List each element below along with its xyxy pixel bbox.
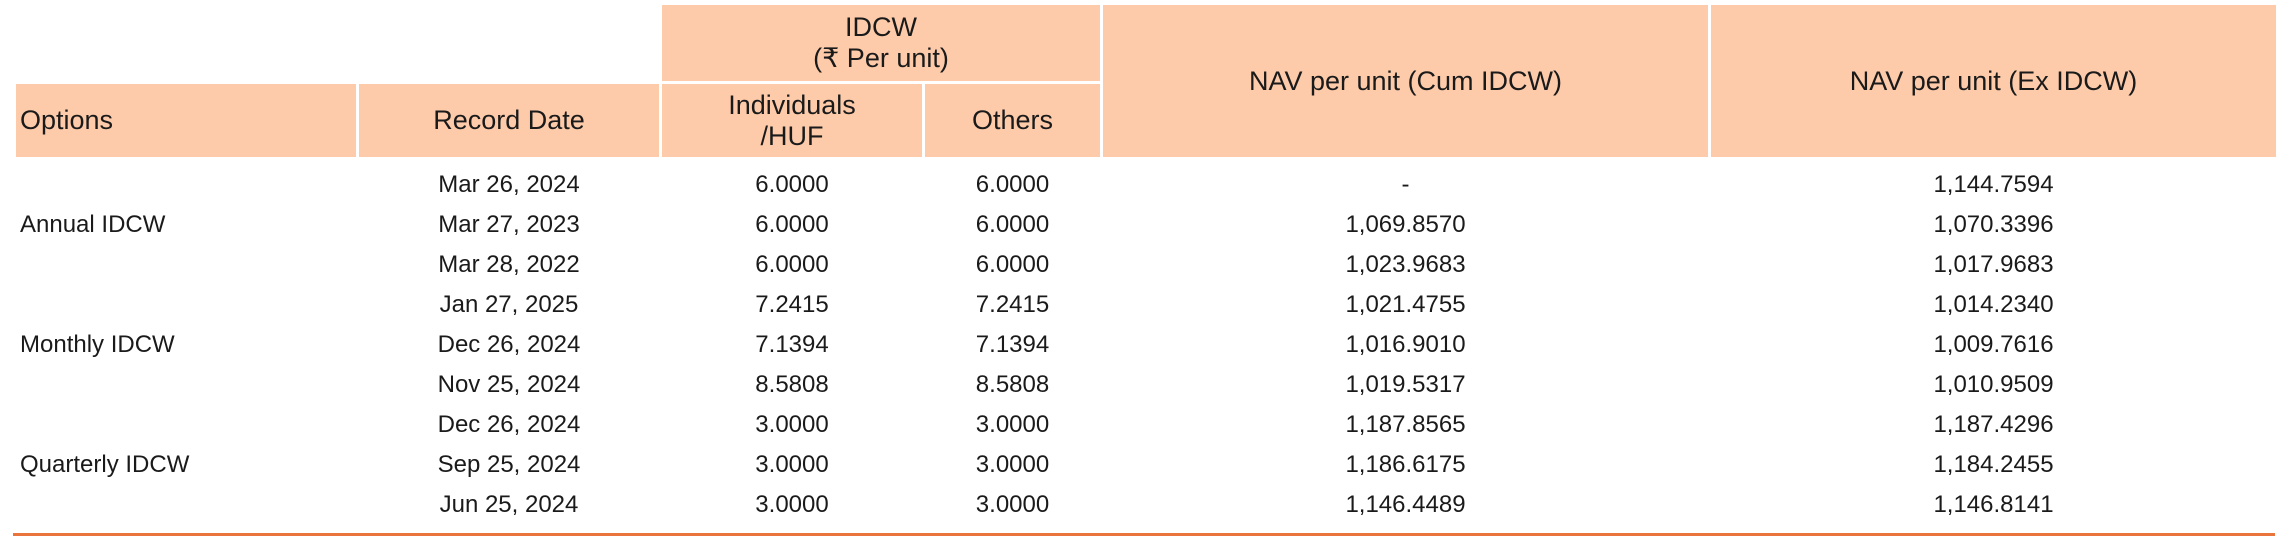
header-individuals-line2: /HUF xyxy=(760,120,824,151)
nav-cum-cell: 1,187.8565 xyxy=(1345,410,1466,438)
nav-ex-cell: 1,184.2455 xyxy=(1933,450,2054,478)
individuals-huf-cell: 7.2415 xyxy=(755,290,829,318)
nav-ex-cell: 1,014.2340 xyxy=(1933,290,2054,318)
table-row: Dec 26, 2024 7.1394 7.1394 1,016.9010 1,009.… xyxy=(16,326,2276,363)
record-date-cell: Mar 28, 2022 xyxy=(438,250,580,278)
individuals-huf-cell: 8.5808 xyxy=(755,370,829,398)
header-blank-record-date xyxy=(359,5,659,81)
table-row: Annual IDCW Mar 26, 2024 6.0000 6.0000 - 1,14… xyxy=(16,160,2276,238)
header-options: Options xyxy=(16,84,356,157)
nav-ex-cell: 1,070.3396 xyxy=(1933,210,2054,238)
nav-cum-cell: 1,016.9010 xyxy=(1345,330,1466,358)
table-row: Sep 25, 2024 3.0000 3.0000 1,186.6175 1,184.… xyxy=(16,446,2276,483)
table-header: IDCW (₹ Per unit) NAV per unit (Cum IDCW… xyxy=(16,5,2276,157)
nav-cum-cell: - xyxy=(1401,170,1410,198)
individuals-huf-cell: 6.0000 xyxy=(755,170,829,198)
header-nav-cum: NAV per unit (Cum IDCW) xyxy=(1103,5,1708,157)
record-date-cell: Nov 25, 2024 xyxy=(437,370,581,398)
nav-ex-cell: 1,146.8141 xyxy=(1933,490,2054,518)
individuals-huf-cell: 3.0000 xyxy=(755,450,829,478)
header-idcw-title: IDCW xyxy=(845,12,917,42)
table-bottom-rule xyxy=(13,533,2275,536)
others-cell: 7.2415 xyxy=(975,290,1050,318)
record-date-cell: Mar 27, 2023 xyxy=(438,210,580,238)
table-row: Quarterly IDCW Dec 26, 2024 3.0000 3.0000 1,… xyxy=(16,406,2276,478)
nav-cum-cell: 1,186.6175 xyxy=(1345,450,1466,478)
others-cell: 6.0000 xyxy=(975,250,1050,278)
individuals-huf-cell: 7.1394 xyxy=(755,330,829,358)
header-row-bottom: Options Record Date Individuals /HUF Oth… xyxy=(16,84,2276,157)
individuals-huf-cell: 3.0000 xyxy=(755,490,829,518)
option-cell: Monthly IDCW xyxy=(20,330,175,358)
individuals-huf-cell: 3.0000 xyxy=(755,410,829,438)
nav-cum-cell: 1,021.4755 xyxy=(1345,290,1466,318)
nav-ex-cell: 1,009.7616 xyxy=(1933,330,2054,358)
others-cell: 8.5808 xyxy=(975,370,1050,398)
others-cell: 6.0000 xyxy=(975,210,1050,238)
nav-cum-cell: 1,023.9683 xyxy=(1345,250,1466,278)
table-row: Nov 25, 2024 8.5808 8.5808 1,019.5317 1,010.… xyxy=(16,366,2276,403)
header-row-top: IDCW (₹ Per unit) NAV per unit (Cum IDCW… xyxy=(16,5,2276,157)
table-row: Monthly IDCW Jan 27, 2025 7.2415 7.2415 1,02… xyxy=(16,286,2276,358)
table-row: Jun 25, 2024 3.0000 3.0000 1,146.4489 1,146.… xyxy=(16,486,2276,523)
record-date-cell: Dec 26, 2024 xyxy=(437,330,581,358)
table-body: Annual IDCW Mar 26, 2024 6.0000 6.0000 - 1,14… xyxy=(16,160,2276,523)
header-blank-options xyxy=(16,5,356,81)
option-cell: Quarterly IDCW xyxy=(20,450,190,478)
header-nav-ex: NAV per unit (Ex IDCW) xyxy=(1711,5,2276,157)
record-date-cell: Jun 25, 2024 xyxy=(439,490,579,518)
others-cell: 3.0000 xyxy=(975,450,1050,478)
nav-ex-cell: 1,187.4296 xyxy=(1933,410,2054,438)
others-cell: 7.1394 xyxy=(975,330,1050,358)
table-row: Mar 28, 2022 6.0000 6.0000 1,023.9683 1,017.… xyxy=(16,246,2276,283)
record-date-cell: Mar 26, 2024 xyxy=(438,170,580,198)
option-cell: Annual IDCW xyxy=(20,210,166,238)
header-individuals-line1: Individuals xyxy=(728,89,856,120)
nav-ex-cell: 1,010.9509 xyxy=(1933,370,2054,398)
header-idcw-group: IDCW (₹ Per unit) xyxy=(662,5,1100,81)
record-date-cell: Dec 26, 2024 xyxy=(437,410,581,438)
header-individuals-huf: Individuals /HUF xyxy=(662,84,922,157)
nav-ex-cell: 1,144.7594 xyxy=(1933,170,2054,198)
header-record-date: Record Date xyxy=(359,84,659,157)
others-cell: 3.0000 xyxy=(975,410,1050,438)
nav-cum-cell: 1,146.4489 xyxy=(1345,490,1466,518)
table-row: Mar 27, 2023 6.0000 6.0000 1,069.8570 1,070.… xyxy=(16,206,2276,243)
header-others: Others xyxy=(925,84,1100,157)
record-date-cell: Sep 25, 2024 xyxy=(437,450,581,478)
individuals-huf-cell: 6.0000 xyxy=(755,210,829,238)
others-cell: 3.0000 xyxy=(975,490,1050,518)
nav-cum-cell: 1,069.8570 xyxy=(1345,210,1466,238)
others-cell: 6.0000 xyxy=(975,170,1050,198)
nav-cum-cell: 1,019.5317 xyxy=(1345,370,1466,398)
idcw-history-table: IDCW (₹ Per unit) NAV per unit (Cum IDCW… xyxy=(13,2,2279,526)
nav-ex-cell: 1,017.9683 xyxy=(1933,250,2054,278)
record-date-cell: Jan 27, 2025 xyxy=(439,290,579,318)
header-idcw-unit: (₹ Per unit) xyxy=(813,43,949,73)
individuals-huf-cell: 6.0000 xyxy=(755,250,829,278)
